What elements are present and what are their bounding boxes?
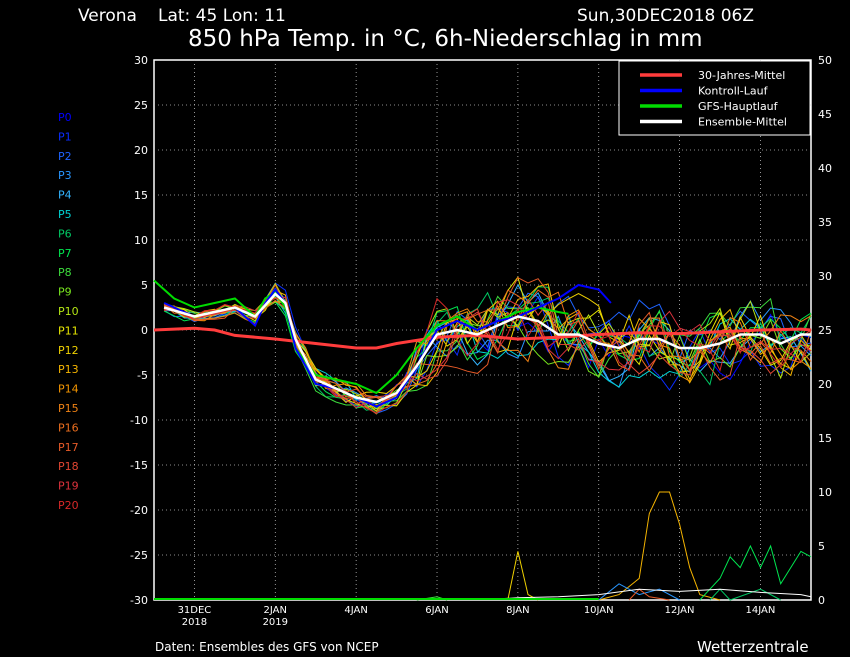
x-tick-label: 2018 — [182, 617, 207, 628]
member-label-p20: P20 — [58, 499, 79, 512]
y-tick-label: 0 — [141, 324, 148, 337]
member-label-p10: P10 — [58, 305, 79, 318]
x-tick-label: 31DEC — [178, 605, 212, 616]
member-label-p9: P9 — [58, 286, 72, 299]
y2-tick-label: 30 — [818, 270, 832, 283]
y2-tick-label: 35 — [818, 216, 832, 229]
x-tick-label: 2019 — [263, 617, 288, 628]
y2-tick-label: 20 — [818, 378, 832, 391]
y2-tick-label: 15 — [818, 432, 832, 445]
member-label-p12: P12 — [58, 344, 79, 357]
member-label-p18: P18 — [58, 460, 79, 473]
member-label-list: P0 P1 P2 P3 P4 P5 P6 P7 P8 P9 P10 P11 P12 P13 P14 P15 P1… — [58, 111, 79, 512]
y2-tick-label: 45 — [818, 108, 832, 121]
precip-series — [699, 544, 812, 601]
y-tick-label: -30 — [130, 594, 148, 607]
x-tick-label: 6JAN — [425, 605, 448, 616]
y2-tick-label: 25 — [818, 324, 832, 337]
member-label-p6: P6 — [58, 227, 72, 240]
y-tick-label: 20 — [134, 144, 148, 157]
footer-brand: Wetterzentrale — [697, 638, 809, 656]
member-label-p16: P16 — [58, 421, 79, 434]
y-tick-label: -25 — [130, 549, 148, 562]
y-tick-label: -10 — [130, 414, 148, 427]
member-label-p3: P3 — [58, 169, 72, 182]
coords-label: Lat: 45 Lon: 11 — [158, 6, 286, 26]
legend: 30-Jahres-Mittel Kontroll-Lauf GFS-Hauptla… — [618, 60, 811, 136]
location-label: Verona — [78, 6, 137, 26]
series-ensemble-mittel — [163, 292, 811, 404]
member-label-p17: P17 — [58, 441, 79, 454]
y-tick-label: 10 — [134, 234, 148, 247]
y2-tick-label: 0 — [818, 594, 825, 607]
precip-series — [507, 551, 539, 601]
series-kontroll-lauf — [163, 283, 612, 408]
legend-label: Ensemble-Mittel — [698, 116, 787, 129]
member-label-p19: P19 — [58, 480, 79, 493]
member-label-p0: P0 — [58, 111, 72, 124]
member-label-p7: P7 — [58, 247, 72, 260]
member-label-p11: P11 — [58, 324, 79, 337]
precip-series — [628, 588, 670, 601]
legend-label: GFS-Hauptlauf — [698, 100, 779, 113]
precip-series — [598, 491, 721, 601]
y2-tick-label: 5 — [818, 540, 825, 553]
x-tick-label: 8JAN — [506, 605, 529, 616]
legend-label: Kontroll-Lauf — [698, 85, 769, 98]
precip-series — [598, 583, 680, 601]
y-tick-label: 25 — [134, 99, 148, 112]
y-tick-label: -20 — [130, 504, 148, 517]
y-tick-label: 15 — [134, 189, 148, 202]
y-tick-label: 5 — [141, 279, 148, 292]
member-label-p14: P14 — [58, 383, 79, 396]
member-series-p10 — [164, 282, 812, 410]
member-label-p13: P13 — [58, 363, 79, 376]
chart-title: 850 hPa Temp. in °C, 6h-Niederschlag in … — [188, 26, 703, 52]
member-series-p17 — [163, 277, 812, 415]
y2-tick-label: 40 — [818, 162, 832, 175]
run-label: Sun,30DEC2018 06Z — [577, 6, 754, 26]
x-tick-label: 14JAN — [746, 605, 776, 616]
member-label-p1: P1 — [58, 130, 72, 143]
x-tick-label: 4JAN — [344, 605, 367, 616]
y-tick-label: -5 — [137, 369, 148, 382]
x-tick-label: 2JAN — [264, 605, 287, 616]
series-30-jahres-mittel — [153, 326, 812, 350]
x-tick-label: 10JAN — [584, 605, 614, 616]
member-label-p5: P5 — [58, 208, 72, 221]
y-tick-label: -15 — [130, 459, 148, 472]
y2-tick-label: 50 — [818, 54, 832, 67]
member-label-p8: P8 — [58, 266, 72, 279]
y2-tick-label: 10 — [818, 486, 832, 499]
x-tick-label: 12JAN — [665, 605, 695, 616]
plot-area: 302520151050-5-10-15-20-25-3050454035302… — [130, 54, 832, 628]
legend-label: 30-Jahres-Mittel — [698, 69, 785, 82]
member-label-p15: P15 — [58, 402, 79, 415]
footer-source: Daten: Ensembles des GFS von NCEP — [155, 640, 379, 654]
precip-series — [477, 588, 812, 601]
member-label-p2: P2 — [58, 150, 72, 163]
y-tick-label: 30 — [134, 54, 148, 67]
member-label-p4: P4 — [58, 189, 72, 202]
